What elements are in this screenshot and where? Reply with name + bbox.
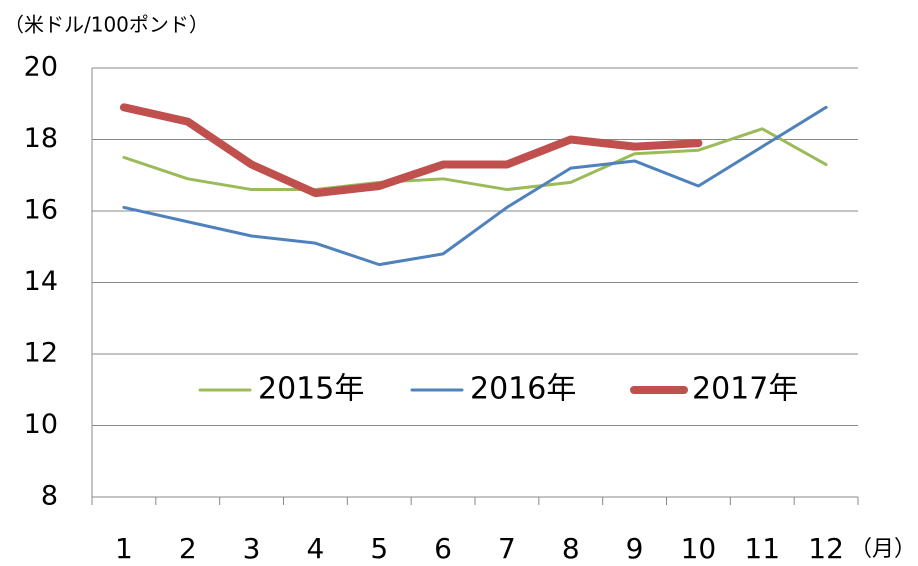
series-line — [122, 127, 828, 192]
y-tick-label: 18 — [24, 123, 58, 154]
y-tick-label: 14 — [24, 266, 58, 297]
legend-label: 2016年 — [470, 372, 576, 407]
x-tick-label: 8 — [562, 532, 580, 565]
legend-label: 2015年 — [258, 372, 364, 407]
y-tick-label: 16 — [24, 195, 58, 226]
y-tick-label: 10 — [24, 409, 58, 440]
y-tick-label: 20 — [24, 52, 58, 83]
x-tick-label: 4 — [307, 532, 325, 565]
x-tick-label: 10 — [681, 532, 717, 565]
x-tick-label: 9 — [626, 532, 644, 565]
x-tick-label: 11 — [744, 532, 780, 565]
y-tick-label: 12 — [24, 338, 58, 369]
x-tick-label: 5 — [370, 532, 388, 565]
series-line — [119, 103, 703, 198]
x-tick-label: 2 — [179, 532, 197, 565]
x-tick-label: 12 — [808, 532, 844, 565]
x-tick-label: 3 — [243, 532, 261, 565]
x-tick-label: 6 — [434, 532, 452, 565]
y-axis-label: （米ドル/100ポンド） — [4, 13, 209, 37]
x-tick-label: 1 — [115, 532, 133, 565]
x-tick-label: 7 — [498, 532, 516, 565]
legend-label: 2017年 — [692, 372, 798, 407]
series-line — [122, 105, 828, 267]
y-tick-label: 8 — [41, 481, 58, 512]
x-axis-label: （月） — [850, 537, 916, 562]
